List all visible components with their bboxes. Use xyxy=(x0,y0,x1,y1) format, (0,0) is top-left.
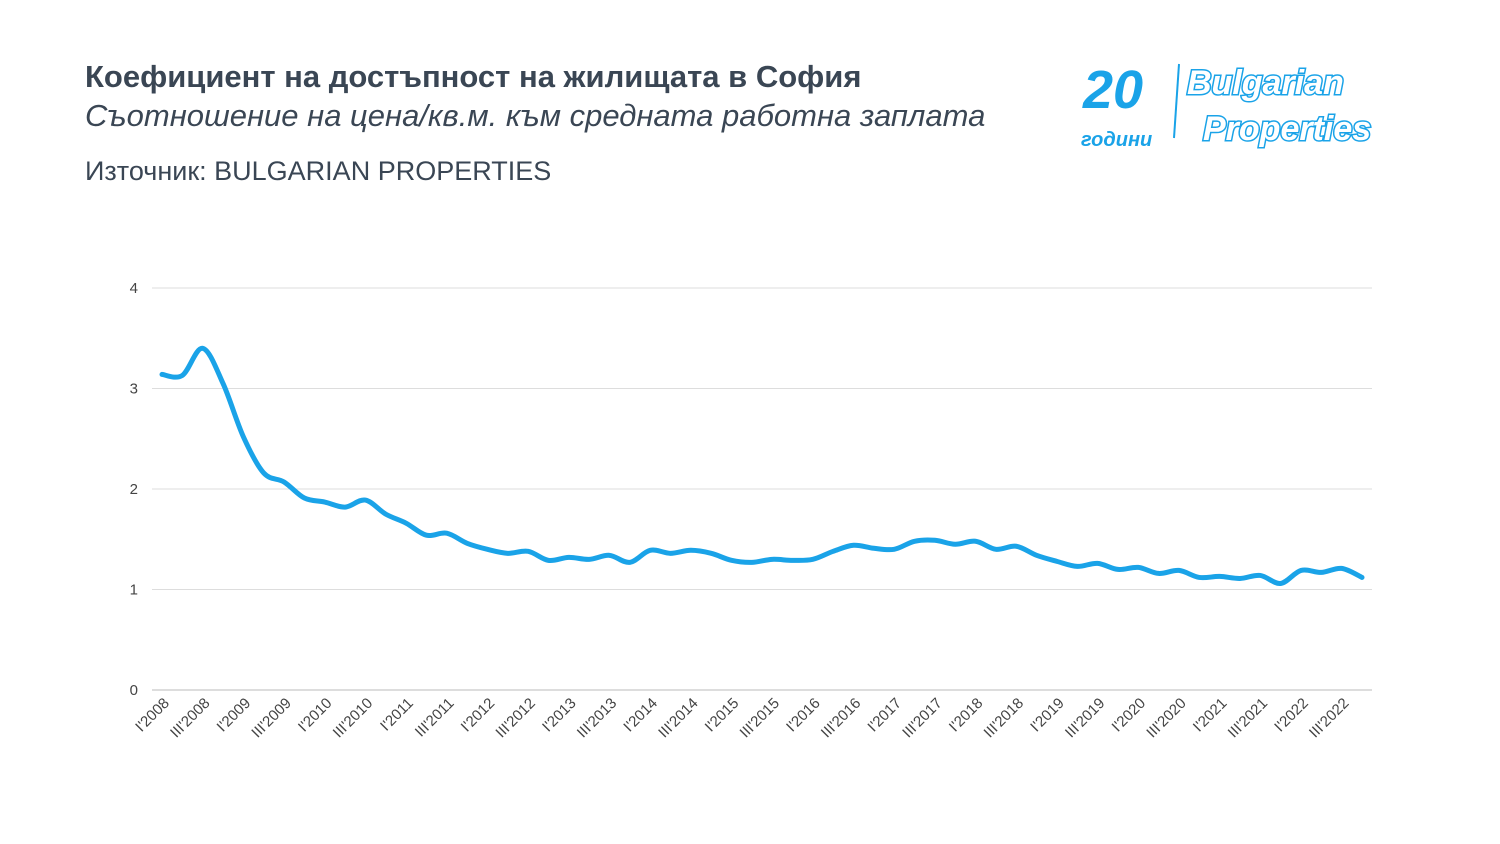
y-tick-label: 4 xyxy=(130,280,138,297)
data-point-II'2008 xyxy=(180,373,185,378)
data-point-IV'2013 xyxy=(627,560,632,565)
data-point-II'2011 xyxy=(424,533,429,538)
x-tick-label: III'2015 xyxy=(737,695,783,741)
data-point-IV'2019 xyxy=(1115,567,1120,572)
data-point-III'2013 xyxy=(607,553,612,558)
logo-line1: Bulgarian xyxy=(1187,64,1344,102)
data-point-IV'2017 xyxy=(953,542,958,547)
data-point-III'2021 xyxy=(1258,573,1263,578)
chart-title: Коефициент на достъпност на жилищата в С… xyxy=(85,59,862,94)
data-point-III'2018 xyxy=(1014,544,1019,549)
x-tick-label: III'2014 xyxy=(655,695,701,741)
data-point-II'2014 xyxy=(668,551,673,556)
data-point-III'2022 xyxy=(1339,566,1344,571)
chart-subtitle: Съотношение на цена/кв.м. към средната р… xyxy=(85,98,986,133)
data-point-III'2012 xyxy=(526,549,531,554)
x-tick-label: III'2011 xyxy=(412,695,458,741)
data-point-IV'2014 xyxy=(709,551,714,556)
y-tick-label: 1 xyxy=(130,582,138,599)
data-point-IV'2009 xyxy=(302,496,307,501)
data-point-II'2012 xyxy=(505,551,510,556)
data-point-IV'2016 xyxy=(871,546,876,551)
y-tick-label: 2 xyxy=(130,481,138,498)
x-tick-label: III'2008 xyxy=(167,695,213,741)
logo-number: 20 xyxy=(1082,60,1143,120)
data-point-III'2009 xyxy=(282,479,287,484)
data-point-III'2020 xyxy=(1176,568,1181,573)
data-point-II'2017 xyxy=(912,539,917,544)
data-point-II'2020 xyxy=(1156,571,1161,576)
data-point-II'2018 xyxy=(993,547,998,552)
data-point-II'2013 xyxy=(587,557,592,562)
x-tick-label: III'2017 xyxy=(899,695,945,741)
data-point-IV'2020 xyxy=(1197,575,1202,580)
data-point-II'2016 xyxy=(831,549,836,554)
logo-divider xyxy=(1173,63,1180,139)
data-point-III'2019 xyxy=(1095,561,1100,566)
x-tick-label: III'2021 xyxy=(1225,695,1271,741)
data-point-III'2017 xyxy=(932,538,937,543)
data-point-IV'2008 xyxy=(221,381,226,386)
data-point-I'2009 xyxy=(241,434,246,439)
data-point-II'2019 xyxy=(1075,564,1080,569)
data-point-II'2009 xyxy=(261,470,266,475)
data-point-IV'2012 xyxy=(546,558,551,563)
data-point-II'2010 xyxy=(343,505,348,510)
data-point-II'2022 xyxy=(1319,570,1324,575)
data-point-IV'2021 xyxy=(1278,581,1283,586)
data-point-IV'2018 xyxy=(1034,553,1039,558)
data-point-III'2015 xyxy=(770,557,775,562)
x-tick-label: III'2013 xyxy=(574,695,620,741)
data-point-I'2008 xyxy=(160,372,164,377)
x-tick-label: III'2009 xyxy=(248,695,294,741)
data-point-I'2018 xyxy=(973,539,978,544)
data-point-III'2014 xyxy=(688,548,693,553)
y-tick-label: 0 xyxy=(130,682,138,699)
data-point-IV'2022 xyxy=(1360,575,1364,580)
series-line xyxy=(159,345,1365,586)
data-point-III'2011 xyxy=(444,531,449,536)
data-point-I'2020 xyxy=(1136,565,1141,570)
data-point-I'2014 xyxy=(648,548,653,553)
data-point-IV'2015 xyxy=(790,558,795,563)
company-logo: 20 години Bulgarian Properties xyxy=(1081,60,1373,151)
x-tick-label: III'2018 xyxy=(981,695,1027,741)
x-tick-label: III'2012 xyxy=(492,695,538,741)
logo-caption: години xyxy=(1081,129,1152,151)
data-point-I'2013 xyxy=(566,555,571,560)
data-point-III'2010 xyxy=(363,498,368,503)
data-point-IV'2011 xyxy=(465,541,470,546)
logo-line2: Properties xyxy=(1203,110,1371,148)
data-point-II'2015 xyxy=(749,560,754,565)
y-tick-label: 3 xyxy=(130,381,138,398)
data-point-I'2012 xyxy=(485,547,490,552)
x-tick-label: III'2016 xyxy=(818,695,864,741)
data-point-I'2017 xyxy=(892,547,897,552)
data-point-I'2015 xyxy=(729,558,734,563)
data-point-I'2010 xyxy=(322,500,327,505)
data-point-I'2021 xyxy=(1217,574,1222,579)
x-tick-label: III'2022 xyxy=(1306,695,1352,741)
data-point-III'2016 xyxy=(851,543,856,548)
chart-source: Източник: BULGARIAN PROPERTIES xyxy=(85,156,552,186)
data-point-I'2011 xyxy=(404,521,409,526)
data-point-IV'2010 xyxy=(383,512,388,517)
x-tick-label: III'2020 xyxy=(1143,695,1189,741)
data-point-I'2016 xyxy=(810,557,815,562)
data-point-III'2008 xyxy=(200,346,205,351)
x-tick-label: III'2010 xyxy=(330,695,376,741)
data-point-II'2021 xyxy=(1237,576,1242,581)
data-point-I'2019 xyxy=(1054,559,1059,564)
x-tick-label: III'2019 xyxy=(1062,695,1108,741)
data-point-I'2022 xyxy=(1298,568,1303,573)
